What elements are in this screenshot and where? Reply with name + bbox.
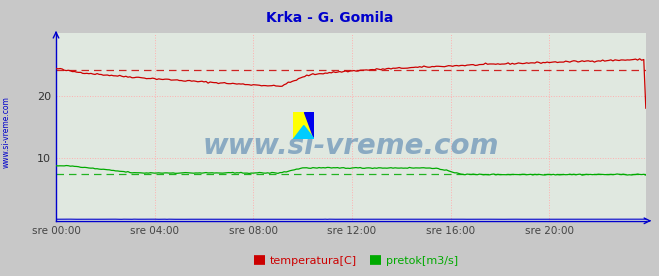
Polygon shape <box>293 126 314 139</box>
Legend: temperatura[C], pretok[m3/s]: temperatura[C], pretok[m3/s] <box>250 251 462 270</box>
Polygon shape <box>304 112 314 139</box>
Text: www.si-vreme.com: www.si-vreme.com <box>2 97 11 168</box>
Text: Krka - G. Gomila: Krka - G. Gomila <box>266 11 393 25</box>
Text: www.si-vreme.com: www.si-vreme.com <box>203 132 499 160</box>
